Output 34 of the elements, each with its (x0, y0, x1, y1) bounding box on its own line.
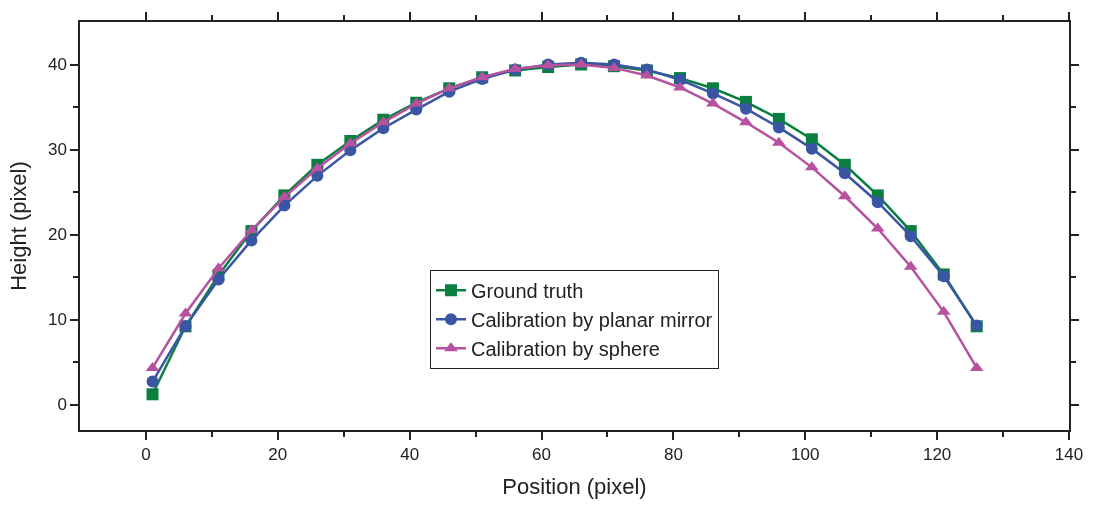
point (146, 388, 159, 401)
point (838, 167, 851, 180)
x-tick-label: 60 (532, 445, 551, 465)
point (871, 196, 884, 209)
x-tick-label: 20 (268, 445, 288, 465)
y-tick-label: 10 (47, 310, 67, 330)
point (904, 230, 917, 243)
point (706, 97, 720, 107)
point (278, 199, 291, 212)
point (673, 81, 687, 91)
legend-label: Ground truth (471, 280, 584, 303)
x-tick-label: 120 (922, 445, 952, 465)
x-tick-label: 80 (663, 445, 683, 465)
y-tick-label: 30 (47, 140, 67, 160)
x-axis-title: Position (pixel) (502, 473, 647, 499)
x-tick-label: 100 (791, 445, 820, 465)
legend-label: Calibration by planar mirror (471, 309, 713, 332)
point (772, 121, 785, 134)
x-tick-label: 0 (141, 445, 151, 465)
y-tick-label: 40 (47, 55, 67, 75)
x-tick-label: 40 (400, 445, 420, 465)
y-tick-label: 0 (57, 395, 67, 415)
legend-label: Calibration by sphere (471, 338, 660, 361)
point (805, 142, 818, 155)
point (739, 102, 752, 115)
point (212, 273, 225, 286)
point (739, 116, 753, 126)
x-tick-label: 140 (1054, 445, 1084, 465)
y-tick-label: 20 (47, 225, 67, 245)
point (640, 69, 654, 79)
y-axis-title: Height (pixel) (6, 161, 32, 291)
point (706, 87, 719, 100)
point (245, 234, 258, 247)
point (146, 375, 159, 388)
